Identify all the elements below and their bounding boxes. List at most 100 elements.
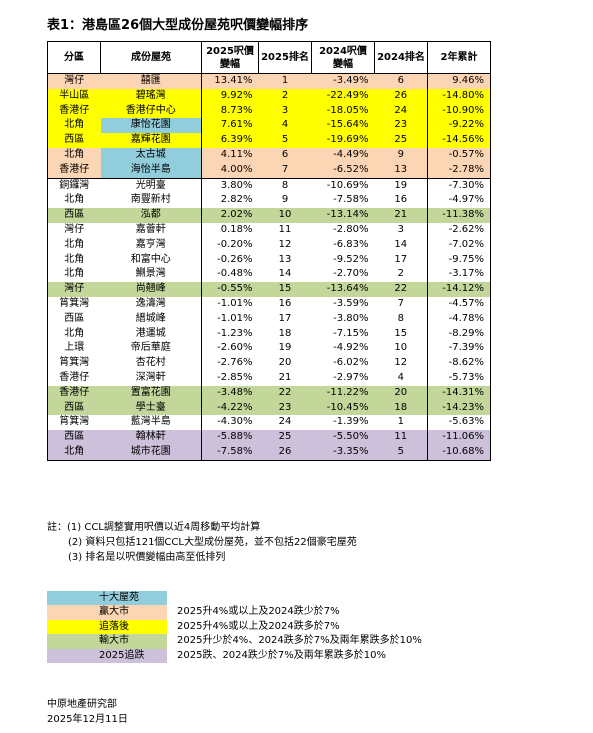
table-row: 北角 太古城 4.11% 6 -4.49% 9 -0.57% xyxy=(47,147,491,163)
rank-2024-cell: 20 xyxy=(374,385,428,401)
table-row: 筲箕灣 逸濤灣 -1.01% 16 -3.59% 7 -4.57% xyxy=(47,296,491,312)
district-cell: 西區 xyxy=(47,430,101,445)
rank-2025-cell: 19 xyxy=(278,342,292,354)
estate-cell: 嘉輝花園 xyxy=(100,133,202,148)
legend-row: 追落後 2025升4%或以上及2024跌多於7% xyxy=(47,619,537,635)
rank-2025-cell: 18 xyxy=(278,327,292,339)
cumulative-cell: -8.29% xyxy=(427,326,491,342)
header-two-year-cumulative: 2年累計 xyxy=(427,41,491,74)
rank-2024-cell: 10 xyxy=(394,342,408,354)
estate-cell: 太古城 xyxy=(100,147,202,163)
estate-cell: 縉城峰 xyxy=(100,311,202,327)
cumulative-cell: -8.62% xyxy=(427,356,491,371)
district-cell: 北角 xyxy=(47,252,101,268)
district-cell: 灣仔 xyxy=(47,73,101,89)
table-row: 半山區 碧瑤灣 9.92% 2 -22.49% 26 -14.80% xyxy=(47,88,491,104)
district-cell: 北角 xyxy=(47,267,101,283)
table-row: 上環 帝后華庭 -2.60% 19 -4.92% 10 -7.39% xyxy=(47,341,491,357)
rank-2025-cell: 22 xyxy=(258,385,312,401)
change-2025-cell: -7.58% xyxy=(201,444,259,461)
rank-2024-cell: 17 xyxy=(394,253,408,265)
district-cell: 香港仔 xyxy=(47,162,101,179)
estate-cell: 康怡花園 xyxy=(100,118,202,134)
district-cell: 西區 xyxy=(47,208,101,223)
change-2025-cell: -2.60% xyxy=(201,341,259,357)
table-row: 北角 和富中心 -0.26% 13 -9.52% 17 -9.75% xyxy=(47,252,491,268)
district-cell: 筲箕灣 xyxy=(47,296,101,312)
rank-2025-cell: 4 xyxy=(258,118,312,134)
rank-2024-cell: 18 xyxy=(374,400,428,416)
rank-2025-cell: 7 xyxy=(258,162,312,179)
cumulative-cell: -14.23% xyxy=(427,400,491,416)
change-2025-cell: -2.85% xyxy=(201,370,259,386)
change-2025-cell: -2.76% xyxy=(201,356,259,371)
change-2024-cell: -3.80% xyxy=(333,312,369,324)
rank-2025-cell: 10 xyxy=(258,208,312,223)
legend-description xyxy=(167,591,537,605)
table-row: 北角 康怡花園 7.61% 4 -15.64% 23 -9.22% xyxy=(47,118,491,134)
footnotes: 註：(1) CCL調整實用呎價以近4周移動平均計算 (2) 資料只包括121個C… xyxy=(47,520,357,565)
change-2025-cell: 8.73% xyxy=(201,103,259,119)
district-cell: 上環 xyxy=(47,341,101,357)
legend-row: 輸大市 2025升少於4%、2024跌多於7%及兩年累跌多於10% xyxy=(47,634,537,649)
header-estate: 成份屋苑 xyxy=(100,41,202,74)
rank-2024-cell: 3 xyxy=(397,223,404,235)
change-2025-cell: -4.30% xyxy=(201,415,259,431)
rank-2025-cell: 1 xyxy=(258,73,312,89)
header-district: 分區 xyxy=(47,41,101,74)
district-cell: 半山區 xyxy=(47,88,101,104)
rank-2025-cell: 2 xyxy=(258,88,312,104)
rank-2025-cell: 26 xyxy=(258,444,312,461)
table-row: 香港仔 深灣軒 -2.85% 21 -2.97% 4 -5.73% xyxy=(47,370,491,386)
estate-cell: 泓都 xyxy=(100,208,202,223)
change-2025-cell: 13.41% xyxy=(201,73,259,89)
estate-cell: 南豐新村 xyxy=(100,193,202,209)
header-change-2025: 2025呎價 變幅 xyxy=(201,41,259,74)
estate-cell: 杏花村 xyxy=(100,356,202,371)
rank-2024-cell: 24 xyxy=(374,103,428,119)
change-2025-cell: -4.22% xyxy=(201,400,259,416)
change-2025-cell: -3.48% xyxy=(201,385,259,401)
table-row: 西區 泓都 2.02% 10 -13.14% 21 -11.38% xyxy=(47,208,491,223)
legend-swatch-label: 追落後 xyxy=(47,619,167,635)
legend-row: 2025追跌 2025跌、2024跌少於7%及兩年累跌多於10% xyxy=(47,648,537,664)
change-2025-cell: -1.01% xyxy=(201,296,259,312)
change-2025-cell: 9.92% xyxy=(201,88,259,104)
change-2024-cell: -7.58% xyxy=(333,194,369,206)
cumulative-cell: -11.38% xyxy=(427,208,491,223)
rank-2024-cell: 21 xyxy=(374,208,428,223)
cumulative-cell: -2.78% xyxy=(427,162,491,179)
change-2024-cell: -13.64% xyxy=(311,282,375,297)
change-2024-cell: -10.45% xyxy=(311,400,375,416)
rank-2025-cell: 3 xyxy=(258,103,312,119)
change-2024-cell: -6.52% xyxy=(311,162,375,179)
change-2024-cell: -6.02% xyxy=(333,357,369,369)
rank-2025-cell: 14 xyxy=(278,268,292,280)
district-cell: 筲箕灣 xyxy=(47,415,101,431)
district-cell: 香港仔 xyxy=(47,370,101,386)
estate-cell: 光明臺 xyxy=(100,177,202,194)
estate-cell: 城市花園 xyxy=(100,444,202,461)
district-cell: 香港仔 xyxy=(47,103,101,119)
district-cell: 北角 xyxy=(47,193,101,209)
table-row: 香港仔 置富花園 -3.48% 22 -11.22% 20 -14.31% xyxy=(47,385,491,401)
estate-cell: 學士臺 xyxy=(100,400,202,416)
change-2024-cell: -3.35% xyxy=(311,444,375,461)
district-cell: 北角 xyxy=(47,147,101,163)
rank-2025-cell: 15 xyxy=(258,282,312,297)
header-rank-2024: 2024排名 xyxy=(374,41,428,74)
estate-cell: 置富花園 xyxy=(100,385,202,401)
estate-cell: 翰林軒 xyxy=(100,430,202,445)
header-rank-2025: 2025排名 xyxy=(258,41,312,74)
estate-cell: 嘉薈軒 xyxy=(100,222,202,238)
change-2024-cell: -2.80% xyxy=(333,223,369,235)
estate-cell: 藍灣半島 xyxy=(100,415,202,431)
change-2025-cell: 3.80% xyxy=(201,177,259,194)
cumulative-cell: -7.02% xyxy=(427,237,491,253)
cumulative-cell: -9.75% xyxy=(427,252,491,268)
rank-2025-cell: 23 xyxy=(258,400,312,416)
rank-2024-cell: 14 xyxy=(394,238,408,250)
rank-2025-cell: 17 xyxy=(278,312,292,324)
rank-2024-cell: 6 xyxy=(374,73,428,89)
change-2025-cell: 7.61% xyxy=(201,118,259,134)
